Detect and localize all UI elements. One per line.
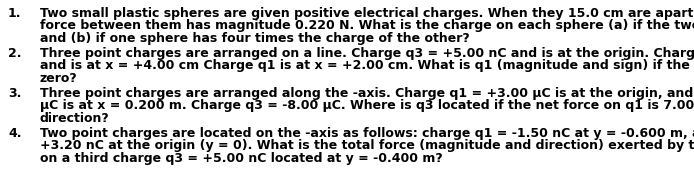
Text: 3.: 3. [8,87,22,100]
Text: on a third charge q3 = +5.00 nC located at y = -0.400 m?: on a third charge q3 = +5.00 nC located … [40,152,443,165]
Text: +3.20 nC at the origin (y = 0). What is the total force (magnitude and direction: +3.20 nC at the origin (y = 0). What is … [40,139,694,153]
Text: Two small plastic spheres are given positive electrical charges. When they 15.0 : Two small plastic spheres are given posi… [40,7,694,20]
Text: zero?: zero? [40,72,78,85]
Text: 4.: 4. [8,127,22,140]
Text: and (b) if one sphere has four times the charge of the other?: and (b) if one sphere has four times the… [40,32,470,45]
Text: direction?: direction? [40,112,110,125]
Text: Three point charges are arranged on a line. Charge q3 = +5.00 nC and is at the o: Three point charges are arranged on a li… [40,47,694,60]
Text: Three point charges are arranged along the -axis. Charge q1 = +3.00 μC is at the: Three point charges are arranged along t… [40,87,694,100]
Text: μC is at x = 0.200 m. Charge q3 = -8.00 μC. Where is q3 located if the net force: μC is at x = 0.200 m. Charge q3 = -8.00 … [40,99,694,112]
Text: 2.: 2. [8,47,22,60]
Text: 1.: 1. [8,7,22,20]
Text: force between them has magnitude 0.220 N. What is the charge on each sphere (a) : force between them has magnitude 0.220 N… [40,19,694,33]
Text: and is at x = +4.00 cm Charge q1 is at x = +2.00 cm. What is q1 (magnitude and s: and is at x = +4.00 cm Charge q1 is at x… [40,60,694,73]
Text: Two point charges are located on the -axis as follows: charge q1 = -1.50 nC at y: Two point charges are located on the -ax… [40,127,694,140]
